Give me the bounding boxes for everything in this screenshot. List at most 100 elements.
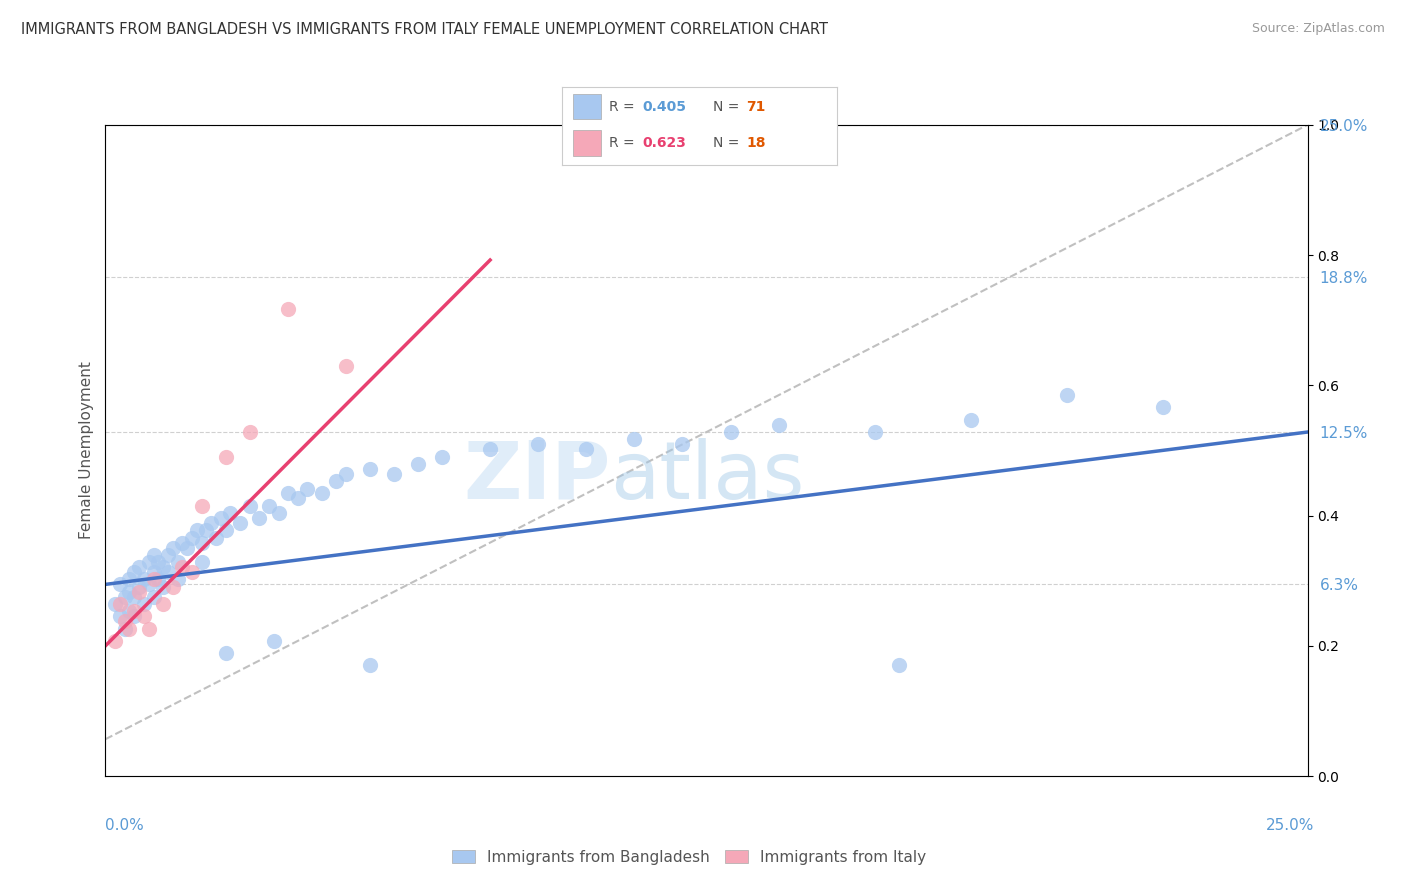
Point: [190, 535, 212, 549]
Point: [138, 555, 160, 569]
Bar: [574, 95, 600, 120]
Point: [277, 302, 299, 317]
Point: [239, 425, 262, 439]
Point: [124, 590, 146, 604]
Point: [108, 609, 131, 624]
Text: R =: R =: [609, 100, 638, 114]
Point: [128, 560, 150, 574]
Point: [623, 433, 645, 447]
Text: N =: N =: [713, 100, 744, 114]
Point: [176, 541, 198, 555]
Point: [1152, 401, 1174, 415]
Point: [124, 609, 146, 624]
Text: 71: 71: [747, 100, 765, 114]
Point: [430, 450, 453, 464]
Point: [166, 555, 188, 569]
Point: [118, 622, 141, 636]
Point: [527, 437, 550, 451]
Point: [406, 457, 429, 471]
Point: [359, 462, 381, 476]
Point: [138, 577, 160, 591]
Point: [148, 555, 170, 569]
Point: [118, 604, 141, 618]
Point: [214, 646, 236, 660]
Text: 25.0%: 25.0%: [1267, 818, 1315, 832]
Point: [142, 565, 165, 579]
Text: 0.0%: 0.0%: [105, 818, 145, 832]
Point: [209, 511, 232, 525]
Point: [152, 580, 174, 594]
Point: [132, 573, 155, 587]
Point: [214, 450, 236, 464]
Point: [142, 548, 165, 562]
Point: [768, 417, 790, 432]
Point: [205, 531, 228, 545]
Point: [267, 506, 290, 520]
Point: [214, 524, 236, 538]
Point: [263, 633, 285, 648]
Point: [311, 486, 333, 500]
Point: [229, 516, 252, 530]
Point: [114, 614, 136, 628]
Text: 18: 18: [747, 136, 766, 150]
Point: [108, 577, 131, 591]
Point: [190, 499, 212, 513]
Point: [181, 531, 204, 545]
Point: [156, 565, 179, 579]
Point: [166, 573, 188, 587]
Point: [960, 413, 983, 427]
Point: [142, 573, 165, 587]
Point: [114, 590, 136, 604]
Text: Source: ZipAtlas.com: Source: ZipAtlas.com: [1251, 22, 1385, 36]
Point: [325, 474, 347, 488]
Point: [162, 541, 184, 555]
Point: [671, 437, 693, 451]
Point: [124, 565, 146, 579]
Bar: [574, 130, 600, 155]
Point: [219, 506, 242, 520]
Text: 0.623: 0.623: [643, 136, 686, 150]
Point: [152, 597, 174, 611]
Point: [247, 511, 270, 525]
Point: [335, 467, 357, 481]
Point: [200, 516, 222, 530]
Point: [720, 425, 742, 439]
Point: [138, 622, 160, 636]
Point: [104, 633, 127, 648]
Point: [148, 573, 170, 587]
Point: [359, 658, 381, 673]
Point: [257, 499, 280, 513]
Text: ZIP: ZIP: [463, 437, 610, 516]
Point: [142, 590, 165, 604]
Point: [132, 597, 155, 611]
Point: [118, 573, 141, 587]
Point: [1056, 388, 1078, 402]
Point: [195, 524, 218, 538]
Point: [277, 486, 299, 500]
Point: [156, 548, 179, 562]
Point: [124, 604, 146, 618]
Text: R =: R =: [609, 136, 638, 150]
Point: [128, 584, 150, 599]
Point: [335, 359, 357, 373]
Point: [118, 584, 141, 599]
Point: [382, 467, 405, 481]
Legend: Immigrants from Bangladesh, Immigrants from Italy: Immigrants from Bangladesh, Immigrants f…: [446, 844, 932, 871]
Text: 0.405: 0.405: [643, 100, 686, 114]
Point: [114, 622, 136, 636]
Text: atlas: atlas: [610, 437, 804, 516]
Point: [239, 499, 262, 513]
Point: [172, 560, 194, 574]
Y-axis label: Female Unemployment: Female Unemployment: [79, 361, 94, 540]
Point: [108, 597, 131, 611]
Point: [863, 425, 886, 439]
Point: [287, 491, 309, 506]
Point: [172, 535, 194, 549]
Point: [152, 560, 174, 574]
Point: [190, 555, 212, 569]
Point: [575, 442, 598, 457]
Point: [128, 580, 150, 594]
Point: [186, 524, 208, 538]
Point: [887, 658, 910, 673]
Point: [479, 442, 502, 457]
